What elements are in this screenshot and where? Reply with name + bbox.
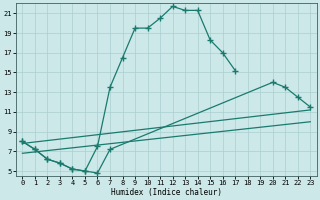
X-axis label: Humidex (Indice chaleur): Humidex (Indice chaleur) [111, 188, 222, 197]
